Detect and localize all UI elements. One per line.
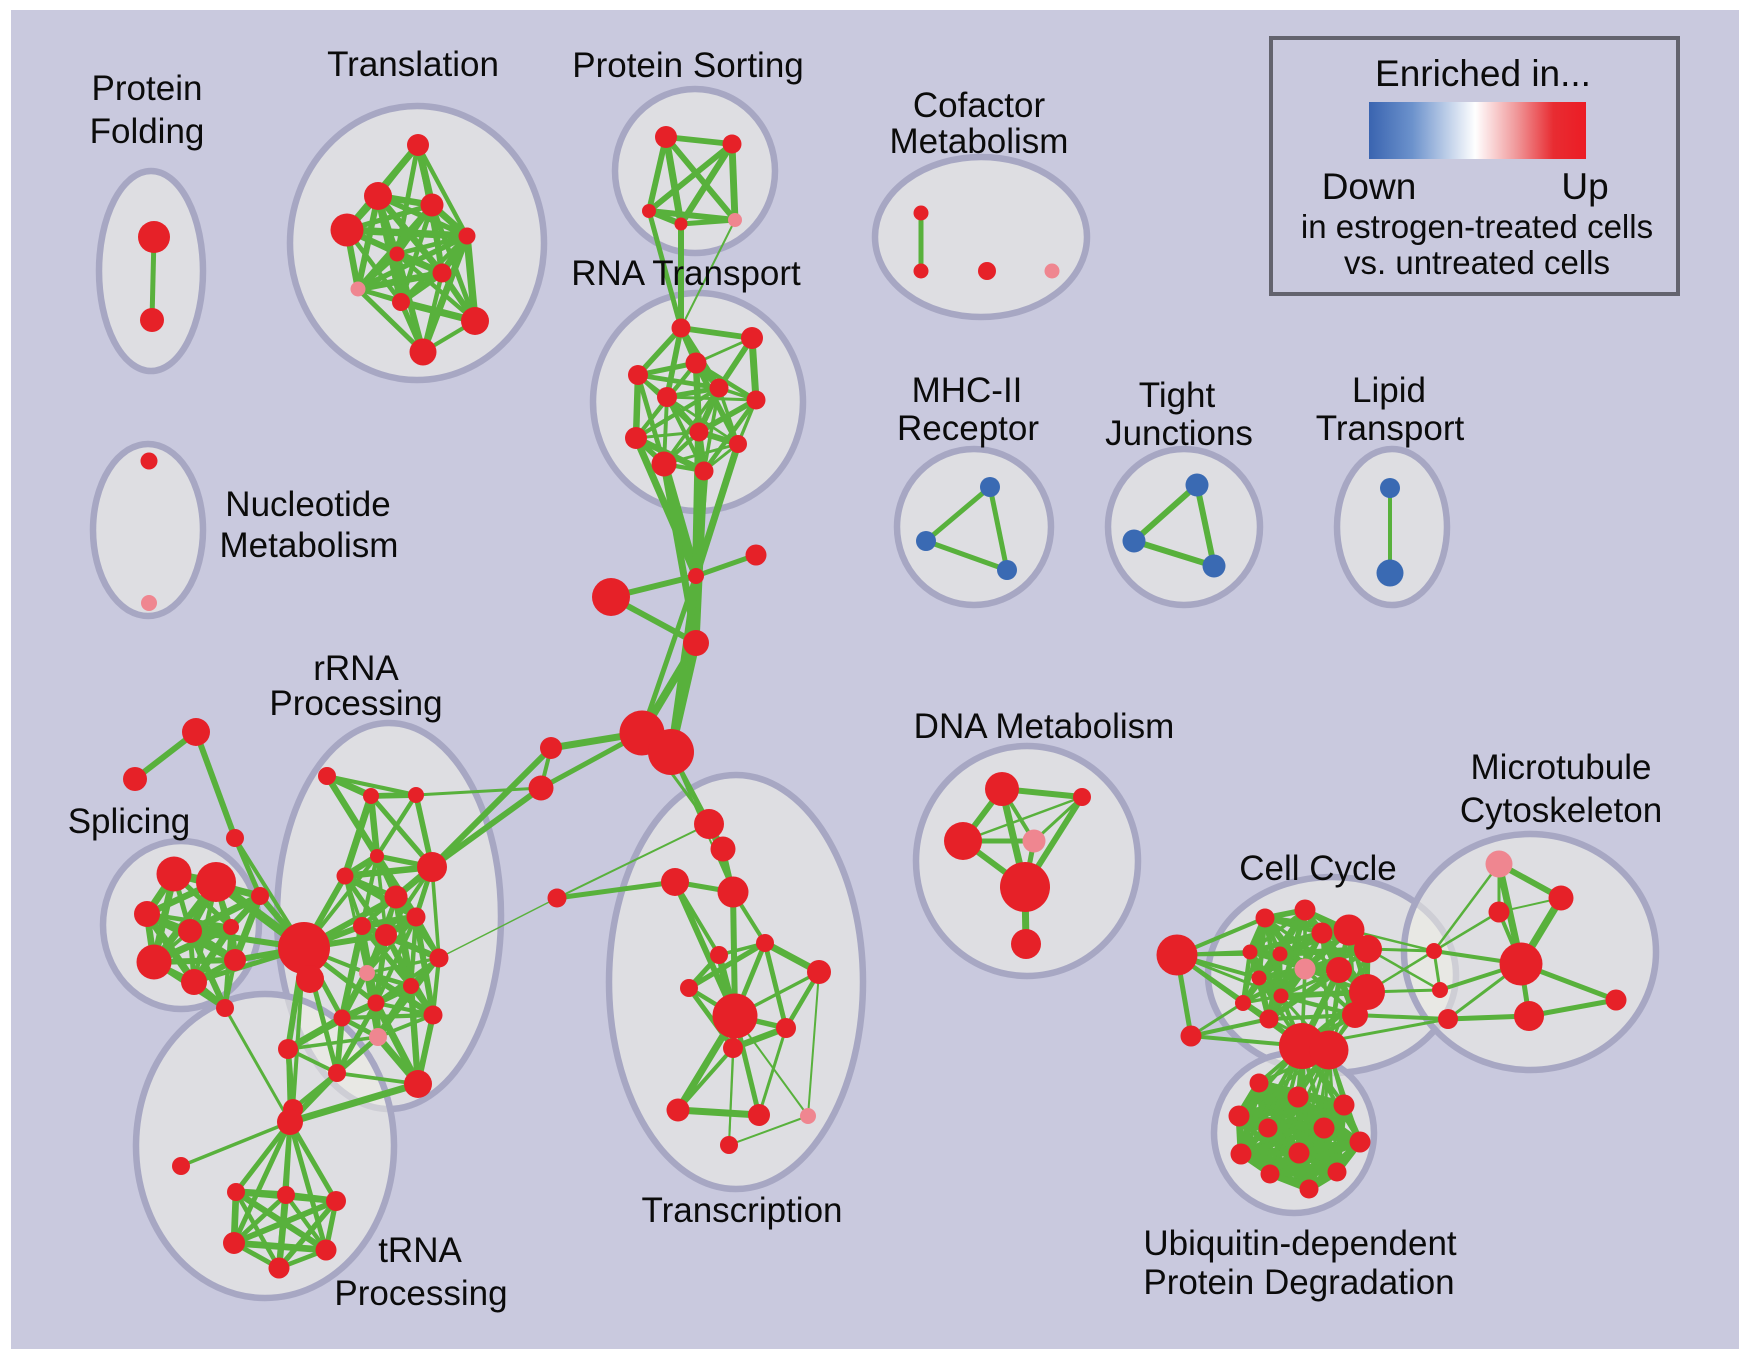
svg-text:vs. untreated cells: vs. untreated cells xyxy=(1344,244,1610,281)
svg-text:tRNA: tRNA xyxy=(378,1231,462,1270)
svg-text:Ubiquitin-dependent: Ubiquitin-dependent xyxy=(1143,1224,1457,1263)
svg-text:Cytoskeleton: Cytoskeleton xyxy=(1460,791,1662,830)
svg-text:Folding: Folding xyxy=(90,112,205,151)
svg-text:Microtubule: Microtubule xyxy=(1471,748,1652,787)
svg-text:Protein Sorting: Protein Sorting xyxy=(572,46,804,85)
svg-text:Nucleotide: Nucleotide xyxy=(225,485,390,524)
svg-text:MHC-II: MHC-II xyxy=(912,371,1023,410)
svg-text:rRNA: rRNA xyxy=(313,649,399,688)
svg-text:Translation: Translation xyxy=(327,45,499,84)
svg-text:RNA Transport: RNA Transport xyxy=(571,254,801,293)
svg-text:Protein Degradation: Protein Degradation xyxy=(1143,1263,1454,1302)
svg-text:DNA Metabolism: DNA Metabolism xyxy=(914,707,1175,746)
svg-text:Metabolism: Metabolism xyxy=(890,122,1069,161)
svg-text:Metabolism: Metabolism xyxy=(220,526,399,565)
svg-text:Down: Down xyxy=(1322,166,1417,207)
svg-text:Cell Cycle: Cell Cycle xyxy=(1239,849,1397,888)
svg-text:Enriched in...: Enriched in... xyxy=(1375,53,1591,94)
svg-text:Up: Up xyxy=(1561,166,1608,207)
svg-text:Protein: Protein xyxy=(92,69,203,108)
svg-text:Processing: Processing xyxy=(269,684,442,723)
svg-text:Splicing: Splicing xyxy=(68,802,191,841)
svg-text:Receptor: Receptor xyxy=(897,409,1039,448)
svg-text:Lipid: Lipid xyxy=(1352,371,1426,410)
svg-text:Cofactor: Cofactor xyxy=(913,86,1046,125)
svg-text:Junctions: Junctions xyxy=(1105,414,1253,453)
svg-text:Tight: Tight xyxy=(1139,376,1216,415)
svg-text:Transcription: Transcription xyxy=(642,1191,843,1230)
svg-text:Transport: Transport xyxy=(1316,409,1465,448)
svg-text:in estrogen-treated cells: in estrogen-treated cells xyxy=(1301,208,1653,245)
svg-text:Processing: Processing xyxy=(334,1274,507,1313)
